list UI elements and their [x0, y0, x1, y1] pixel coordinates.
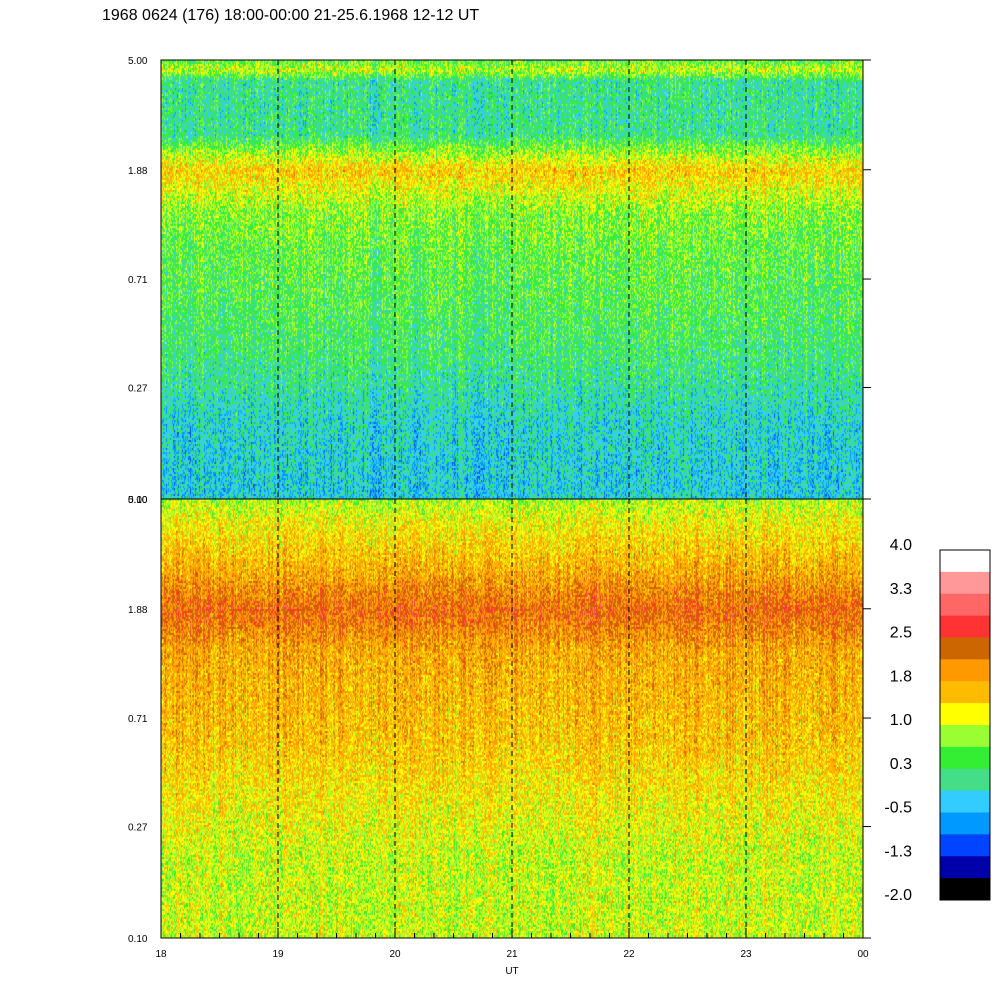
colorbar-swatch: [940, 790, 990, 813]
colorbar-swatch: [940, 571, 990, 595]
y-tick-label: 0.10: [128, 495, 148, 506]
y-tick-label: 0.10: [128, 934, 148, 945]
colorbar-swatch: [940, 593, 990, 617]
y-tick-label: 5.00: [128, 495, 148, 506]
x-tick-label: 19: [272, 949, 284, 960]
colorbar-label: 1.8: [890, 668, 912, 685]
y-tick-label: 0.27: [128, 823, 148, 834]
y-tick-label: 0.27: [128, 384, 148, 395]
y-tick-label: 0.71: [128, 275, 148, 286]
x-tick-label: 22: [623, 949, 635, 960]
colorbar-label: 1.0: [890, 712, 912, 729]
colorbar-label: 0.3: [890, 756, 912, 773]
colorbar-swatch: [940, 856, 990, 879]
y-tick-label: 1.88: [128, 605, 148, 616]
colorbar-label: 2.5: [890, 625, 912, 642]
y-tick-label: 1.88: [128, 166, 148, 177]
colorbar-swatch: [940, 746, 990, 770]
x-tick-label: 20: [389, 949, 401, 960]
chart-title: 1968 0624 (176) 18:00-00:00 21-25.6.1968…: [102, 7, 479, 24]
colorbar-label: -2.0: [884, 887, 912, 904]
colorbar-swatch: [940, 615, 990, 638]
colorbar: 4.0 3.3 2.5 1.8 1.0 0.3 -0.5 -1.3 -2.0: [884, 537, 991, 904]
colorbar-label: 3.3: [890, 581, 912, 598]
colorbar-swatch: [940, 550, 990, 573]
axes: 0.100.270.711.885.000.100.270.711.885.00…: [128, 56, 871, 960]
x-tick-label: 23: [740, 949, 752, 960]
x-tick-label: 21: [506, 949, 518, 960]
colorbar-swatch: [940, 878, 990, 901]
colorbar-swatch: [940, 834, 990, 857]
colorbar-label: -1.3: [884, 843, 912, 860]
colorbar-frame: [939, 549, 991, 901]
y-tick-label: 0.71: [128, 714, 148, 725]
x-axis-label: UT: [505, 966, 518, 977]
colorbar-swatch: [940, 637, 990, 660]
colorbar-label: 4.0: [890, 537, 912, 554]
colorbar-swatch: [940, 725, 990, 748]
x-tick-label: 18: [155, 949, 167, 960]
colorbar-swatch: [940, 812, 990, 835]
y-tick-label: 5.00: [128, 56, 148, 67]
x-tick-label: 00: [857, 949, 869, 960]
colorbar-swatch: [940, 703, 990, 726]
colorbar-swatch: [940, 768, 990, 792]
colorbar-swatch: [940, 659, 990, 682]
colorbar-label: -0.5: [884, 800, 912, 817]
colorbar-swatch: [940, 681, 990, 704]
